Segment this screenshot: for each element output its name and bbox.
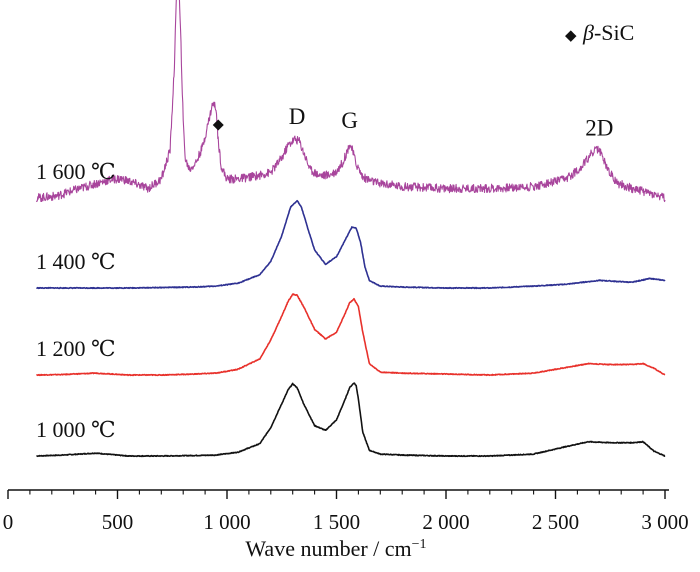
- x-tick-label: 3 000: [641, 510, 688, 534]
- peak-label-d: D: [289, 104, 306, 129]
- series-line-1400: [36, 199, 666, 290]
- x-axis: 0 500 1 000 1 500 2 000 2 500 3 000: [3, 489, 689, 534]
- legend-label-italic: β: [582, 20, 594, 45]
- series-line-1600: [35, 0, 666, 203]
- x-axis-label: Wave number / cm−1: [245, 536, 426, 561]
- sic-diamond-marker: [212, 119, 224, 131]
- series-layer: [35, 0, 666, 458]
- x-tick-label: 1 000: [203, 510, 250, 534]
- series-label-1000: 1 000 ℃: [36, 417, 116, 442]
- peak-label-2d: 2D: [585, 115, 613, 140]
- series-line-1000: [36, 382, 666, 458]
- annotation-layer: 1 000 ℃ 1 200 ℃ 1 400 ℃ 1 600 ℃ D G 2D: [36, 104, 613, 442]
- series-line-1200: [35, 293, 666, 377]
- legend-marker: ◆: [565, 28, 577, 44]
- x-tick-label: 500: [102, 510, 134, 534]
- legend-label-rest: -SiC: [594, 20, 634, 45]
- legend: ◆ β-SiC: [565, 20, 634, 45]
- x-tick-label: 2 000: [422, 510, 469, 534]
- x-tick-label: 2 500: [532, 510, 579, 534]
- series-label-1600: 1 600 ℃: [36, 159, 116, 184]
- peak-label-g: G: [341, 108, 358, 133]
- series-label-1400: 1 400 ℃: [36, 249, 116, 274]
- x-tick-label: 0: [3, 510, 14, 534]
- legend-label: β-SiC: [582, 20, 634, 45]
- x-tick-label: 1 500: [313, 510, 360, 534]
- series-label-1200: 1 200 ℃: [36, 336, 116, 361]
